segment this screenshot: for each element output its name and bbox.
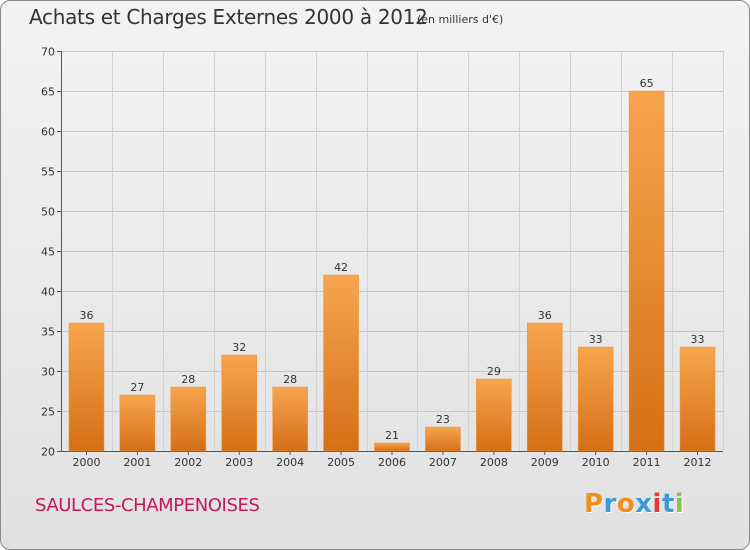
x-tick-label-2009: 2009 — [531, 456, 559, 469]
x-tick-label-2005: 2005 — [327, 456, 355, 469]
tick-labels: 20 25 30 35 40 45 50 55 60 65 70 2000 2001 2002 2003 20… — [41, 46, 712, 470]
bar-2010 — [577, 346, 614, 452]
bar-2000 — [68, 322, 105, 452]
axes — [57, 51, 723, 455]
y-tick-label: 45 — [41, 246, 55, 259]
logo-letter: i — [652, 489, 662, 519]
data-label-2001: 27 — [130, 381, 144, 394]
logo-letter: t — [661, 489, 675, 519]
data-label-2010: 33 — [589, 333, 603, 346]
bar-2004 — [272, 386, 308, 452]
bar-2009 — [527, 322, 563, 452]
chart-title: Achats et Charges Externes 2000 à 2012 — [29, 5, 428, 29]
data-label-2003: 32 — [232, 341, 246, 354]
data-label-2005: 42 — [334, 261, 348, 274]
bar-2006 — [374, 442, 410, 452]
x-tick-label-2001: 2001 — [123, 456, 151, 469]
x-tick-label-2008: 2008 — [480, 456, 508, 469]
logo-letter: x — [635, 489, 653, 519]
logo-letter: i — [674, 489, 685, 519]
x-tick-label-2012: 2012 — [684, 456, 712, 469]
x-tick-label-2007: 2007 — [429, 456, 457, 469]
y-tick-label: 20 — [41, 446, 55, 459]
x-tick-label-2004: 2004 — [276, 456, 304, 469]
bar-2005 — [323, 274, 359, 452]
logo-letter: P — [584, 489, 604, 519]
x-tick-label-2006: 2006 — [378, 456, 406, 469]
bar-2001 — [119, 394, 156, 452]
proxiti-logo: Proxiti — [584, 489, 684, 519]
location-name: SAULCES-CHAMPENOISES — [35, 495, 260, 516]
bar-2007 — [425, 426, 461, 452]
data-label-2006: 21 — [385, 429, 399, 442]
x-tick-label-2010: 2010 — [582, 456, 610, 469]
y-tick-label: 55 — [41, 166, 55, 179]
data-label-2011: 65 — [640, 77, 654, 90]
data-label-2008: 29 — [487, 365, 501, 378]
y-tick-label: 40 — [41, 286, 55, 299]
logo-letter: o — [616, 489, 636, 519]
data-label-2002: 28 — [181, 373, 195, 386]
data-labels: 36 27 28 32 28 42 21 23 29 36 33 65 33 — [79, 77, 704, 442]
x-tick-label-2003: 2003 — [225, 456, 253, 469]
gridlines — [61, 51, 724, 452]
bars — [68, 90, 716, 452]
data-label-2009: 36 — [538, 309, 552, 322]
x-tick-label-2000: 2000 — [72, 456, 100, 469]
data-label-2012: 33 — [691, 333, 705, 346]
y-tick-label: 65 — [41, 86, 55, 99]
data-label-2007: 23 — [436, 413, 450, 426]
data-label-2000: 36 — [79, 309, 93, 322]
bar-2012 — [679, 346, 716, 452]
y-tick-label: 25 — [41, 406, 55, 419]
logo-letter: r — [603, 489, 617, 519]
bar-2002 — [170, 386, 207, 452]
y-tick-label: 30 — [41, 366, 55, 379]
x-tick-label-2011: 2011 — [633, 456, 661, 469]
data-label-2004: 28 — [283, 373, 297, 386]
bar-2008 — [476, 378, 512, 452]
y-tick-label: 70 — [41, 46, 55, 59]
y-tick-label: 60 — [41, 126, 55, 139]
chart-subtitle: (en milliers d'€) — [417, 13, 504, 26]
x-tick-label-2002: 2002 — [174, 456, 202, 469]
bar-2011 — [628, 90, 665, 452]
bar-2003 — [221, 354, 257, 452]
y-tick-label: 50 — [41, 206, 55, 219]
y-tick-label: 35 — [41, 326, 55, 339]
